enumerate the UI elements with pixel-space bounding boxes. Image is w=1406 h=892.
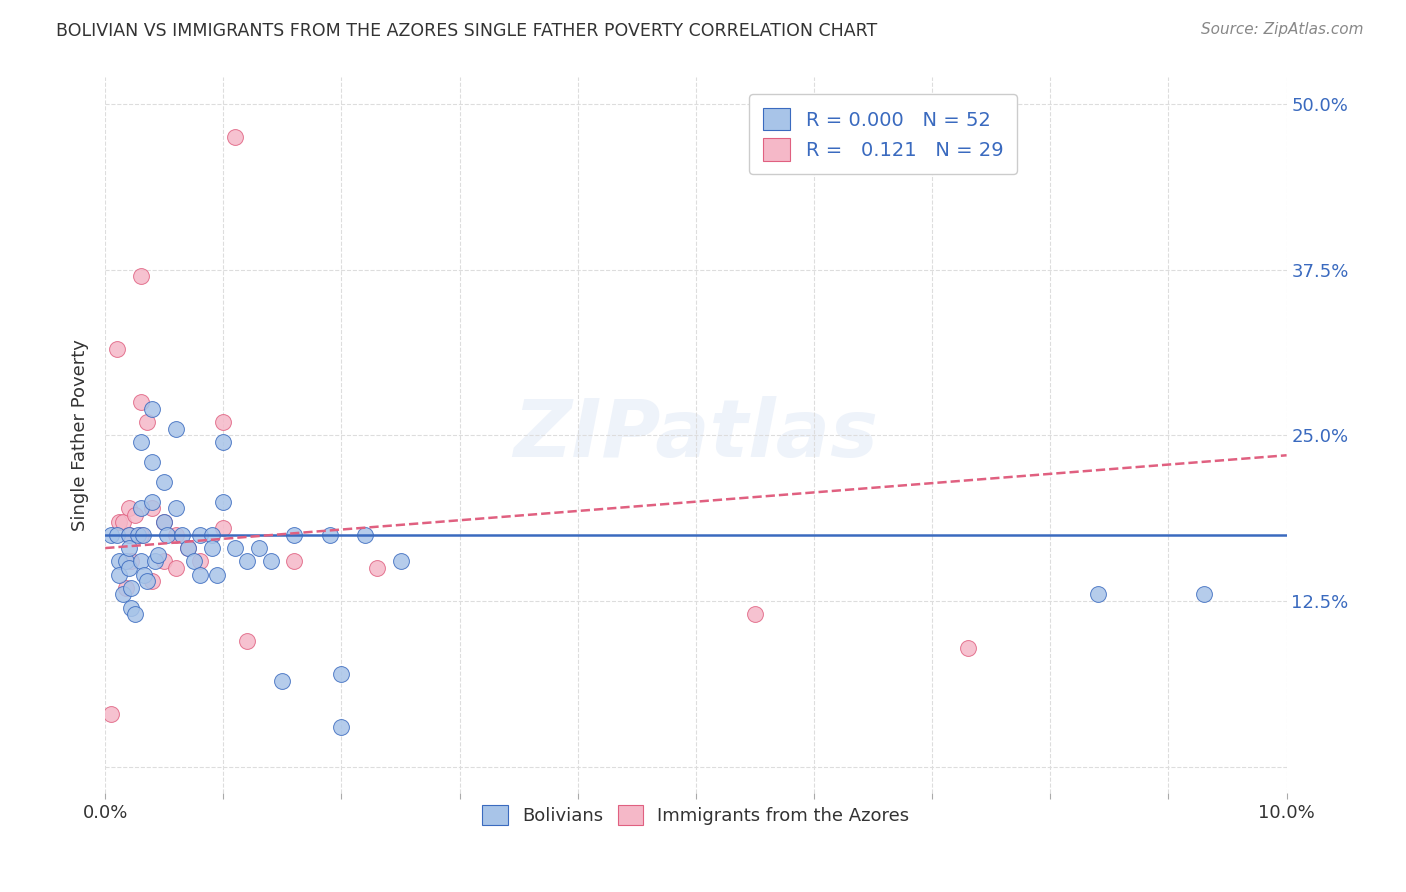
Point [956, 640, 979, 655]
Point [111, 515, 134, 529]
Point [330, 667, 353, 681]
Point [141, 401, 163, 416]
Point [118, 561, 141, 575]
Point [134, 567, 156, 582]
Point [200, 541, 222, 555]
Point [118, 528, 141, 542]
Point [389, 554, 412, 568]
Point [100, 706, 122, 721]
Point [283, 554, 305, 568]
Point [135, 574, 157, 589]
Point [318, 528, 340, 542]
Point [177, 541, 200, 555]
Point [156, 528, 179, 542]
Point [105, 343, 128, 357]
Point [111, 587, 134, 601]
Legend: Bolivians, Immigrants from the Azores: Bolivians, Immigrants from the Azores [474, 796, 918, 834]
Point [141, 501, 163, 516]
Point [100, 528, 122, 542]
Point [129, 554, 152, 568]
Point [132, 528, 155, 542]
Point [148, 548, 170, 562]
Point [183, 554, 205, 568]
Point [153, 515, 176, 529]
Point [141, 455, 163, 469]
Point [259, 554, 281, 568]
Point [124, 607, 146, 622]
Point [212, 521, 235, 535]
Point [224, 130, 246, 145]
Point [188, 528, 211, 542]
Point [212, 494, 235, 508]
Point [170, 528, 193, 542]
Point [165, 528, 187, 542]
Point [115, 581, 138, 595]
Point [129, 528, 152, 542]
Point [188, 554, 211, 568]
Point [118, 541, 141, 555]
Point [165, 422, 187, 436]
Point [224, 541, 246, 555]
Point [135, 415, 157, 429]
Point [153, 475, 176, 489]
Point [212, 415, 235, 429]
Point [120, 554, 142, 568]
Point [127, 528, 149, 542]
Point [108, 554, 131, 568]
Y-axis label: Single Father Poverty: Single Father Poverty [72, 340, 89, 532]
Point [118, 501, 141, 516]
Point [207, 567, 229, 582]
Point [115, 554, 138, 568]
Point [120, 581, 142, 595]
Point [153, 554, 176, 568]
Point [236, 554, 259, 568]
Point [105, 528, 128, 542]
Point [212, 435, 235, 450]
Point [108, 567, 131, 582]
Point [1087, 587, 1109, 601]
Point [108, 515, 131, 529]
Point [124, 508, 146, 522]
Point [283, 528, 305, 542]
Point [200, 528, 222, 542]
Point [141, 574, 163, 589]
Point [366, 561, 388, 575]
Point [354, 528, 377, 542]
Point [141, 494, 163, 508]
Point [236, 633, 259, 648]
Point [165, 501, 187, 516]
Point [271, 673, 294, 688]
Point [330, 720, 353, 734]
Point [118, 528, 141, 542]
Point [165, 561, 187, 575]
Point [247, 541, 270, 555]
Point [153, 515, 176, 529]
Point [129, 269, 152, 284]
Point [120, 600, 142, 615]
Point [188, 567, 211, 582]
Point [744, 607, 766, 622]
Text: ZIPatlas: ZIPatlas [513, 396, 879, 475]
Point [129, 501, 152, 516]
Point [129, 435, 152, 450]
Text: BOLIVIAN VS IMMIGRANTS FROM THE AZORES SINGLE FATHER POVERTY CORRELATION CHART: BOLIVIAN VS IMMIGRANTS FROM THE AZORES S… [56, 22, 877, 40]
Text: Source: ZipAtlas.com: Source: ZipAtlas.com [1201, 22, 1364, 37]
Point [1192, 587, 1215, 601]
Point [129, 395, 152, 409]
Point [143, 554, 166, 568]
Point [177, 541, 200, 555]
